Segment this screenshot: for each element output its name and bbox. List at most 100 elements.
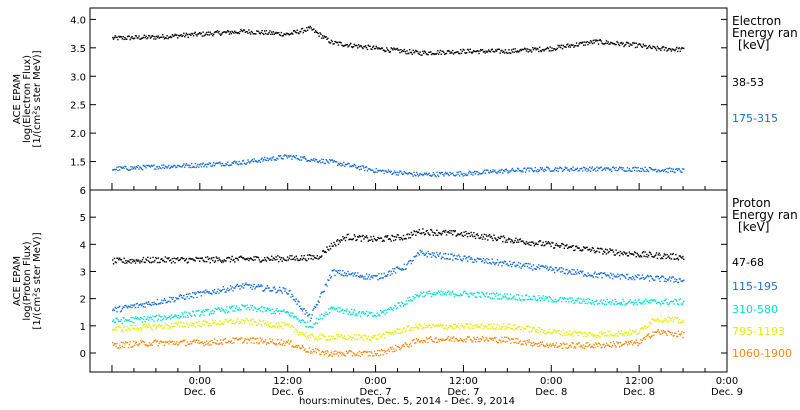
- data-point: [321, 158, 323, 160]
- data-point: [144, 36, 146, 39]
- data-point: [279, 310, 282, 312]
- data-point: [346, 352, 348, 355]
- data-point: [319, 353, 321, 356]
- data-point: [247, 338, 249, 340]
- data-point: [491, 326, 493, 328]
- data-point: [374, 334, 377, 336]
- data-point: [205, 289, 207, 291]
- data-point: [410, 51, 413, 54]
- data-point: [642, 43, 645, 45]
- data-point: [277, 339, 279, 341]
- data-point: [576, 331, 579, 334]
- data-point: [414, 51, 416, 53]
- data-point: [284, 311, 286, 313]
- data-point: [583, 247, 586, 249]
- data-point: [189, 293, 191, 295]
- data-point: [197, 290, 199, 293]
- data-point: [334, 307, 336, 309]
- data-point: [380, 170, 383, 173]
- data-point: [567, 43, 569, 45]
- data-point: [498, 169, 500, 172]
- data-point: [260, 306, 262, 309]
- data-point: [142, 164, 145, 167]
- data-point: [411, 260, 413, 262]
- data-point: [451, 340, 453, 342]
- data-point: [627, 255, 630, 257]
- data-point: [201, 323, 203, 325]
- data-point: [270, 31, 273, 33]
- data-point: [653, 169, 655, 171]
- data-point: [578, 43, 580, 45]
- data-point: [461, 234, 464, 237]
- data-point: [112, 38, 115, 40]
- data-point: [538, 342, 540, 344]
- data-point: [198, 291, 201, 294]
- data-point: [251, 323, 254, 326]
- data-point: [467, 256, 470, 258]
- data-point: [239, 256, 241, 258]
- data-point: [462, 235, 464, 238]
- data-point: [589, 275, 592, 277]
- data-point: [309, 254, 312, 257]
- data-point: [281, 260, 283, 262]
- data-point: [518, 266, 521, 268]
- data-point: [222, 261, 225, 263]
- data-point: [621, 252, 623, 254]
- data-point: [376, 338, 378, 341]
- data-point: [335, 308, 337, 311]
- data-point: [293, 156, 296, 158]
- data-point: [648, 280, 651, 282]
- data-point: [436, 324, 438, 327]
- data-point: [676, 46, 678, 49]
- data-point: [198, 342, 201, 344]
- data-point: [309, 336, 312, 338]
- data-point: [575, 273, 578, 275]
- data-point: [553, 48, 556, 50]
- data-point: [321, 250, 324, 252]
- data-point: [558, 167, 560, 170]
- data-point: [595, 334, 597, 336]
- data-point: [654, 300, 657, 302]
- data-point: [603, 43, 605, 45]
- data-point: [114, 306, 117, 309]
- data-point: [408, 233, 411, 236]
- data-point: [614, 169, 616, 171]
- data-point: [217, 162, 219, 164]
- data-point: [469, 292, 471, 294]
- data-point: [167, 300, 169, 303]
- data-point: [204, 341, 206, 344]
- data-point: [242, 341, 245, 343]
- data-point: [394, 236, 396, 238]
- data-point: [258, 342, 261, 344]
- data-point: [365, 236, 367, 239]
- data-point: [647, 275, 650, 278]
- data-point: [512, 338, 515, 340]
- data-point: [323, 315, 326, 317]
- data-point: [642, 169, 645, 171]
- data-point: [485, 50, 487, 52]
- data-point: [626, 255, 629, 257]
- data-point: [640, 303, 643, 305]
- data-point: [599, 247, 601, 250]
- data-point: [176, 341, 178, 343]
- data-point: [150, 343, 153, 345]
- data-point: [422, 52, 425, 55]
- data-point: [625, 277, 627, 279]
- data-point: [385, 50, 387, 52]
- data-point: [612, 42, 615, 45]
- data-point: [577, 271, 580, 274]
- data-point: [112, 263, 115, 265]
- data-point: [466, 292, 468, 295]
- data-point: [283, 322, 285, 324]
- data-point: [143, 341, 145, 344]
- data-point: [155, 341, 158, 343]
- data-point: [664, 299, 667, 301]
- data-point: [479, 258, 481, 260]
- data-point: [418, 229, 421, 231]
- data-point: [537, 48, 539, 50]
- data-point: [324, 335, 326, 338]
- data-point: [650, 336, 652, 338]
- data-point: [346, 44, 348, 46]
- data-point: [330, 159, 333, 161]
